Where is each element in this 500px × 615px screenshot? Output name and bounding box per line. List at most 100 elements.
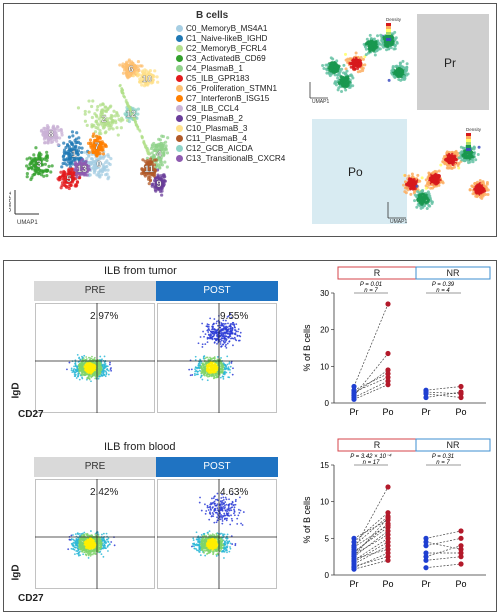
blood-post-label: POST: [203, 461, 231, 472]
point-post: [458, 383, 464, 390]
point-post: [385, 550, 391, 556]
point-pre: [423, 389, 429, 395]
tumor-title: ILB from tumor: [104, 265, 177, 277]
point-pre: [351, 548, 357, 555]
density-legend-title: Density: [466, 127, 482, 132]
blood-post-pct: 4.63%: [220, 487, 249, 498]
point-post: [458, 554, 464, 560]
legend-swatch: [176, 105, 183, 112]
point-pre: [351, 544, 357, 550]
cluster-number-label: 1: [71, 149, 76, 159]
point-post: [385, 371, 391, 377]
pair-line: [353, 373, 389, 391]
facs-events: [67, 530, 116, 559]
pair-line: [353, 548, 389, 560]
point-pre: [423, 543, 429, 549]
legend-swatch: [176, 85, 183, 92]
cluster-number-label: 2: [101, 114, 106, 124]
point-post: [385, 543, 391, 549]
point-post: [385, 515, 391, 521]
pair-line: [425, 541, 462, 550]
legend-swatch: [176, 55, 183, 62]
point-pre: [351, 389, 357, 395]
y-tick-label: 0: [325, 399, 330, 408]
point-pre: [423, 550, 429, 556]
point-post: [458, 391, 464, 397]
pair-line: [425, 386, 462, 391]
legend-swatch: [176, 45, 183, 52]
legend-swatch: [176, 25, 183, 32]
legend-label: C7_InterferonB_ISG15: [186, 94, 270, 103]
density-legend: Density: [466, 127, 482, 151]
umap-x-label: UMAP1: [17, 220, 38, 226]
tumor-post-plot: [157, 303, 277, 413]
pair-line: [353, 534, 389, 555]
legend-label: C10_PlasmaB_3: [186, 124, 248, 133]
point-post: [385, 522, 391, 528]
y-tick-label: 30: [320, 289, 329, 298]
legend-label: C6_Proliferation_STMN1: [186, 84, 278, 93]
legend-swatch: [176, 95, 183, 102]
legend-label: C8_ILB_CCL4: [186, 104, 239, 113]
legend-item-c1: C1_Naive-likeB_IGHD: [176, 34, 316, 44]
legend-swatch: [176, 115, 183, 122]
point-post: [385, 374, 391, 380]
group-name-r: R: [374, 440, 381, 450]
pair-line: [353, 530, 389, 557]
point-post: [385, 546, 391, 552]
point-post: [458, 543, 464, 549]
density-legend: Density: [386, 17, 402, 41]
pair-line: [353, 512, 389, 543]
stat-p-r: P = 3.42 × 10⁻⁴: [350, 453, 392, 460]
facs-events: [188, 313, 242, 382]
umap-y-label: UMAP2: [9, 191, 13, 212]
legend-swatch: [176, 135, 183, 142]
point-pre: [351, 535, 357, 541]
point-pre: [351, 553, 357, 559]
pair-line: [353, 377, 389, 393]
blood-post-plot: [157, 479, 277, 589]
legend-item-c10: C10_PlasmaB_3: [176, 124, 316, 134]
pair-line: [425, 391, 462, 395]
tumor-y-axis-label: IgD: [10, 382, 22, 399]
pair-line: [353, 486, 389, 550]
stat-p-nr: P = 0.39: [432, 282, 455, 288]
point-post: [385, 539, 391, 545]
pair-line: [353, 516, 389, 546]
point-pre: [423, 554, 429, 560]
point-post: [385, 557, 391, 563]
legend-item-c0: C0_MemoryB_MS4A1: [176, 24, 316, 34]
stat-p-nr: P = 0.31: [432, 454, 454, 460]
density-points: [321, 30, 410, 94]
pair-line: [353, 519, 389, 539]
pr-box: Pr: [417, 14, 489, 110]
point-pre: [423, 535, 429, 541]
legend-label: C11_PlasmaB_4: [186, 134, 247, 143]
legend-item-c3: C3_ActivatedB_CD69: [176, 54, 316, 64]
legend-item-c2: C2_MemoryB_FCRL4: [176, 44, 316, 54]
point-pre: [351, 393, 357, 399]
blood-pre-header: PRE: [34, 457, 156, 477]
stat-n-nr: n = 4: [436, 288, 450, 294]
blood-pre-plot: [35, 479, 155, 589]
point-pre: [351, 559, 357, 565]
blood-pre-pct: 2.42%: [90, 487, 119, 498]
point-post: [385, 484, 391, 490]
point-post: [458, 550, 464, 556]
pair-line: [353, 380, 389, 398]
legend-label: C4_PlasmaB_1: [186, 64, 243, 73]
point-pre: [351, 396, 357, 402]
density-map-pr: UMAP1 Density: [309, 17, 410, 104]
cluster-number-label: 11: [144, 164, 154, 174]
y-tick-label: 0: [325, 571, 330, 580]
stat-p-r: P = 0.01: [360, 282, 382, 288]
stat-n-nr: n = 7: [436, 460, 450, 466]
point-post: [385, 350, 391, 357]
point-post: [385, 532, 391, 538]
point-post: [385, 378, 391, 384]
legend-label: C2_MemoryB_FCRL4: [186, 44, 267, 53]
cluster-number-label: 10: [142, 74, 152, 84]
group-name-r: R: [374, 268, 381, 278]
point-pre: [423, 565, 429, 571]
